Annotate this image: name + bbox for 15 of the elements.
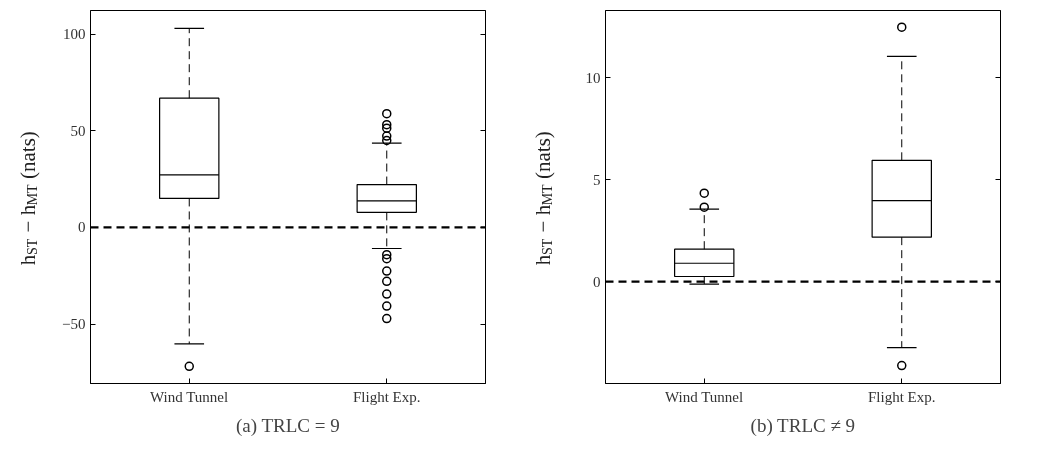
text: (a) TRLC = 9	[235, 414, 340, 437]
y-tick-label: 50	[70, 122, 86, 139]
y-axis-title: hST − hMT (nats)	[530, 131, 555, 266]
x-tick-label: Flight Exp.	[353, 388, 421, 405]
x-tick-label: Wind Tunnel	[150, 388, 229, 405]
text: (b) TRLC ≠ 9	[750, 414, 856, 437]
y-tick-label: 0	[593, 273, 601, 290]
y-tick-label: 100	[63, 26, 86, 43]
x-tick-label: Flight Exp.	[868, 388, 936, 405]
x-tick-label: Wind Tunnel	[665, 388, 744, 405]
y-tick-label: 5	[593, 171, 601, 188]
y-axis-title: hST − hMT (nats)	[15, 131, 40, 266]
y-tick-label: 0	[78, 219, 86, 236]
y-tick-label: −50	[62, 316, 86, 333]
y-tick-label: 10	[585, 69, 601, 86]
